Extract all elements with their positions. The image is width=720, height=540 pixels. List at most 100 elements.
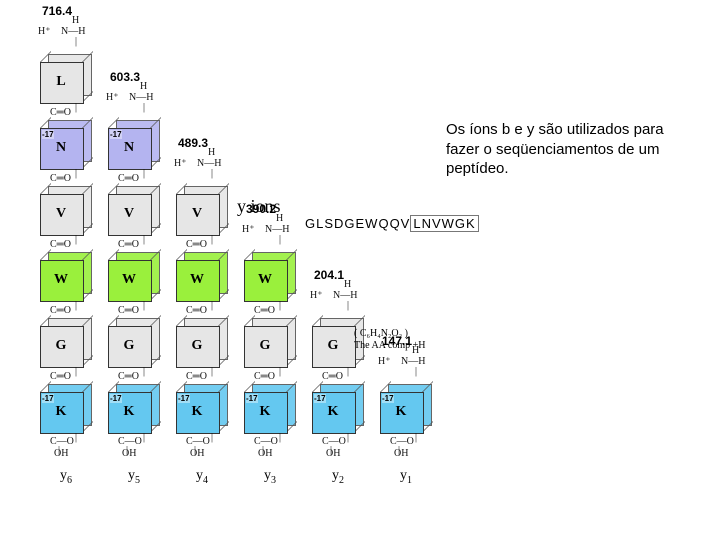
terminal-oh: OH bbox=[394, 448, 408, 459]
y-ion-label: y5 bbox=[100, 468, 168, 486]
residue-letter: K bbox=[380, 392, 422, 432]
bond-co: C═O bbox=[50, 305, 71, 316]
residue-cube: G bbox=[168, 318, 236, 370]
residue-letter: K bbox=[40, 392, 82, 432]
bond-co: C═O bbox=[186, 305, 207, 316]
bond-co: C═O bbox=[322, 371, 343, 382]
y-ion-label: y6 bbox=[32, 468, 100, 486]
peptide-bond: C═O| bbox=[32, 106, 100, 120]
bond-co: C═O bbox=[118, 239, 139, 250]
bond-co: C═O bbox=[50, 371, 71, 382]
residue-letter: W bbox=[176, 260, 218, 300]
y-ion-column: 716.4HN—HH⁺|LC═O|-17NC═O|VC═O|WC═O|GC═O|… bbox=[32, 16, 100, 528]
residue-cube: G bbox=[236, 318, 304, 370]
residue-cube: -17K bbox=[32, 384, 100, 436]
residue-cube: W bbox=[236, 252, 304, 304]
residue-letter: W bbox=[108, 260, 150, 300]
bond-hplus: H⁺ bbox=[174, 159, 187, 169]
residue-cube: -17K bbox=[168, 384, 236, 436]
residue-cube: -17N bbox=[32, 120, 100, 172]
residue-letter: G bbox=[312, 326, 354, 366]
residue-letter: V bbox=[176, 194, 218, 234]
terminal-oh: OH bbox=[258, 448, 272, 459]
bond-hplus: H⁺ bbox=[378, 357, 391, 367]
aa-note-formula: ( C₆H₄N₂O₂ ) bbox=[354, 328, 425, 340]
bond-nh: N—H bbox=[333, 291, 357, 301]
bond-hplus: H⁺ bbox=[310, 291, 323, 301]
peptide-bond: C═O| bbox=[32, 172, 100, 186]
residue-cube: V bbox=[100, 186, 168, 238]
y-ion-column: 147.1HN—HH⁺|-17K|C—O|OHy1 bbox=[372, 346, 440, 528]
residue-letter: K bbox=[312, 392, 354, 432]
terminal-oh: OH bbox=[54, 448, 68, 459]
top-bond: HN—HH⁺| bbox=[236, 214, 304, 252]
residue-letter: G bbox=[40, 326, 82, 366]
residue-letter: W bbox=[40, 260, 82, 300]
peptide-bond: C═O| bbox=[100, 172, 168, 186]
residue-cube: -17K bbox=[372, 384, 440, 436]
peptide-bond: C═O| bbox=[32, 370, 100, 384]
terminal-co: C—O bbox=[50, 436, 74, 447]
aa-note-text: The AA comp +H bbox=[354, 340, 425, 352]
y-ion-column: 204.1HN—HH⁺|GC═O|-17K|C—O|OHy2 bbox=[304, 280, 372, 528]
y-ion-column: 390.2HN—HH⁺|WC═O|GC═O|-17K|C—O|OHy3 bbox=[236, 214, 304, 528]
residue-letter: V bbox=[108, 194, 150, 234]
peptide-bond: C═O| bbox=[304, 370, 372, 384]
residue-cube: G bbox=[100, 318, 168, 370]
y-ion-label: y1 bbox=[372, 468, 440, 486]
top-bond: HN—HH⁺| bbox=[32, 16, 100, 54]
residue-cube: W bbox=[32, 252, 100, 304]
residue-letter: N bbox=[40, 128, 82, 168]
residue-letter: L bbox=[40, 62, 82, 102]
residue-letter: K bbox=[108, 392, 150, 432]
bond-nh: N—H bbox=[129, 93, 153, 103]
peptide-bond: C═O| bbox=[100, 304, 168, 318]
residue-cube: -17K bbox=[236, 384, 304, 436]
residue-cube: -17N bbox=[100, 120, 168, 172]
peptide-bond: C═O| bbox=[236, 370, 304, 384]
residue-cube: W bbox=[100, 252, 168, 304]
terminal-co: C—O bbox=[186, 436, 210, 447]
terminal-co: C—O bbox=[390, 436, 414, 447]
residue-cube: G bbox=[32, 318, 100, 370]
terminal-oh: OH bbox=[190, 448, 204, 459]
terminal-co: C—O bbox=[254, 436, 278, 447]
peptide-bond: C═O| bbox=[236, 304, 304, 318]
bond-nh: N—H bbox=[197, 159, 221, 169]
peptide-bond: C═O| bbox=[168, 304, 236, 318]
bond-h: H bbox=[276, 214, 283, 224]
bond-co: C═O bbox=[186, 371, 207, 382]
y-ion-label: y4 bbox=[168, 468, 236, 486]
y-ion-column: 489.3HN—HH⁺|VC═O|WC═O|GC═O|-17K|C—O|OHy4 bbox=[168, 148, 236, 528]
residue-letter: K bbox=[176, 392, 218, 432]
bond-h: H bbox=[72, 16, 79, 26]
bond-nh: N—H bbox=[265, 225, 289, 235]
bond-nh: N—H bbox=[61, 27, 85, 37]
peptide-sequence: GLSDGEWQQVLNVWGK bbox=[305, 216, 479, 231]
residue-cube: -17K bbox=[304, 384, 372, 436]
peptide-bond: C═O| bbox=[100, 238, 168, 252]
bond-hplus: H⁺ bbox=[38, 27, 51, 37]
peptide-bond: C═O| bbox=[32, 238, 100, 252]
bond-co: C═O bbox=[50, 239, 71, 250]
y-ion-label: y2 bbox=[304, 468, 372, 486]
bond-co: C═O bbox=[118, 173, 139, 184]
residue-cube: -17K bbox=[100, 384, 168, 436]
peptide-bond: C═O| bbox=[32, 304, 100, 318]
residue-letter: N bbox=[108, 128, 150, 168]
top-bond: HN—HH⁺| bbox=[304, 280, 372, 318]
terminal-oh: OH bbox=[122, 448, 136, 459]
bond-co: C═O bbox=[254, 371, 275, 382]
residue-cube: L bbox=[32, 54, 100, 106]
bond-co: C═O bbox=[50, 173, 71, 184]
bond-co: C═O bbox=[118, 371, 139, 382]
terminal-oh: OH bbox=[326, 448, 340, 459]
residue-letter: G bbox=[244, 326, 286, 366]
residue-cube: W bbox=[168, 252, 236, 304]
bond-co: C═O bbox=[118, 305, 139, 316]
terminal-co: C—O bbox=[322, 436, 346, 447]
y-ion-column: 603.3HN—HH⁺|-17NC═O|VC═O|WC═O|GC═O|-17K|… bbox=[100, 82, 168, 528]
bond-h: H bbox=[344, 280, 351, 290]
residue-letter: K bbox=[244, 392, 286, 432]
bond-h: H bbox=[208, 148, 215, 158]
